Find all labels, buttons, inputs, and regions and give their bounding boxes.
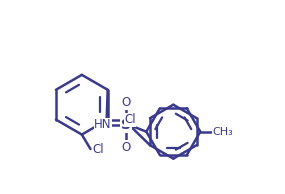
Text: O: O: [121, 96, 131, 109]
Text: O: O: [121, 141, 131, 154]
Text: CH₃: CH₃: [212, 127, 233, 137]
Text: Cl: Cl: [124, 113, 136, 126]
Text: HN: HN: [94, 118, 112, 131]
Text: Cl: Cl: [92, 143, 104, 156]
Text: S: S: [121, 118, 131, 132]
